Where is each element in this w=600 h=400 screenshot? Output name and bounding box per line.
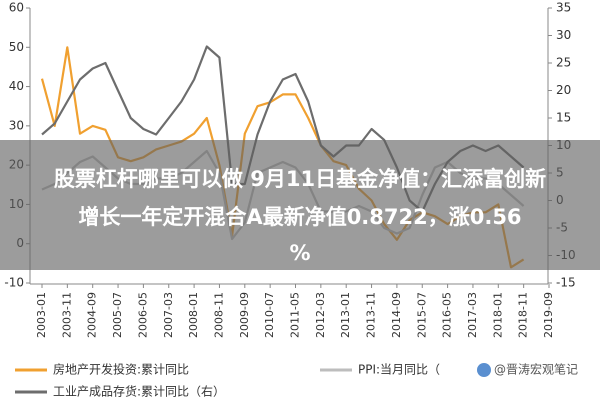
x-tick-label: 2016-05 [441,292,454,338]
x-tick-label: 2012-03 [314,292,327,338]
x-tick-label: 2019-09 [542,292,555,338]
y-tick-label: 60 [9,1,24,15]
x-tick-label: 2006-05 [136,292,149,338]
watermark: @晋涛宏观笔记 [494,362,578,377]
y2-tick-label: 35 [556,1,571,15]
x-tick-label: 2007-03 [162,292,175,338]
y-tick-label: -10 [4,276,24,290]
watermark-icon [477,363,491,377]
x-tick-label: 2018-01 [491,292,504,338]
x-tick-label: 2017-03 [466,292,479,338]
x-tick-label: 2005-07 [111,292,124,338]
x-tick-label: 2011-05 [289,292,302,338]
y2-tick-label: 30 [556,28,571,42]
x-tick-label: 2009-09 [238,292,251,338]
x-tick-label: 2008-01 [187,292,200,338]
banner-line: 股票杠杆哪里可以做 9月11日基金净值：汇添富创新 [54,167,546,191]
banner-line: 增长一年定开混合A最新净值0.8722，涨0.56 [78,205,521,229]
y2-tick-label: 25 [556,56,571,70]
y2-tick-label: -15 [556,276,576,290]
x-tick-label: 2013-01 [339,292,352,338]
legend-label: 房地产开发投资:累计同比 [53,362,189,377]
banner-line: % [289,241,310,265]
x-tick-label: 2008-11 [212,292,225,338]
x-tick-label: 2004-09 [86,292,99,338]
y2-tick-label: 15 [556,111,571,125]
x-tick-label: 2003-01 [35,292,48,338]
x-tick-label: 2003-11 [60,292,73,338]
legend-label: 工业产成品存货:累计同比（右） [53,384,225,399]
y-tick-label: 40 [9,79,24,93]
x-tick-label: 2015-07 [415,292,428,338]
y-tick-label: 30 [9,118,24,132]
banner [0,140,600,270]
y-tick-label: 50 [9,40,24,54]
x-tick-label: 2013-11 [365,292,378,338]
x-tick-label: 2014-09 [390,292,403,338]
x-tick-label: 2010-07 [263,292,276,338]
y2-tick-label: 20 [556,83,571,97]
x-tick-label: 2018-11 [517,292,530,338]
legend-label: PPI:当月同比（ [358,363,440,377]
